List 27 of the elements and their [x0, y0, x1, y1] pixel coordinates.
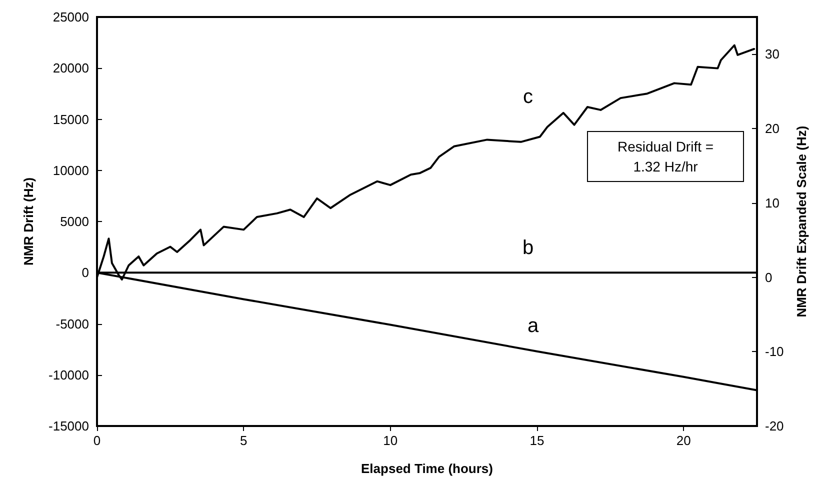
- annotation: a: [527, 315, 540, 337]
- annotation: c: [523, 86, 533, 108]
- y-tick-label: -15000: [48, 418, 89, 434]
- y-tick-label: 25000: [52, 10, 89, 24]
- y-tick-label: 15000: [52, 112, 89, 127]
- x-tick-label: 0: [93, 433, 101, 448]
- y2-tick-label: -10: [765, 344, 784, 360]
- y2-axis-title: NMR Drift Expanded Scale (Hz): [794, 126, 809, 318]
- x-tick-label: 10: [383, 433, 398, 448]
- x-axis-title: Elapsed Time (hours): [361, 461, 493, 476]
- y-axis-title: NMR Drift (Hz): [21, 177, 36, 266]
- annotation: Residual Drift = 1.32 Hz/hr: [617, 138, 714, 174]
- x-tick-label: 20: [676, 433, 691, 448]
- y-tick-label: -10000: [48, 367, 89, 382]
- y2-tick-label: 0: [765, 270, 772, 285]
- y2-tick-label: 10: [765, 195, 780, 210]
- y-tick-label: 5000: [60, 214, 89, 229]
- y2-tick-label: 20: [765, 121, 780, 136]
- x-tick-label: 5: [240, 433, 248, 448]
- y-tick-label: 0: [82, 265, 89, 280]
- y2-tick-label: -20: [765, 418, 784, 434]
- y-tick-label: 20000: [52, 60, 89, 76]
- y-tick-label: 10000: [52, 162, 89, 178]
- annotation: b: [522, 237, 534, 259]
- y-tick-label: -5000: [56, 316, 89, 332]
- y2-tick-label: 30: [765, 46, 780, 62]
- x-tick-label: 15: [530, 433, 544, 448]
